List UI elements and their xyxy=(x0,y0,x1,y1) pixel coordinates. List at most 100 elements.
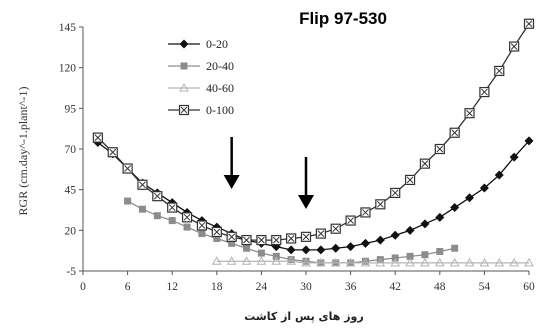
data-point xyxy=(286,245,296,255)
chart-axes: -5 20 45 70 95 120 145 0 6 12 18 24 30 36 42 48 54 60 xyxy=(59,22,535,293)
y-tick-label: 120 xyxy=(59,63,77,75)
data-point xyxy=(346,242,356,252)
y-tick-label: -5 xyxy=(66,266,76,278)
data-point xyxy=(375,235,385,245)
y-tick-label: 145 xyxy=(59,22,77,34)
y-tick-label: 20 xyxy=(65,225,77,237)
data-point xyxy=(449,127,460,138)
legend-item: 0-100 xyxy=(168,103,234,117)
data-point xyxy=(420,257,430,267)
x-tick-label: 48 xyxy=(434,281,446,293)
legend-item: 40-60 xyxy=(168,81,234,95)
x-tick-label: 42 xyxy=(389,281,401,293)
data-point xyxy=(287,256,295,264)
data-point xyxy=(420,219,430,229)
data-point xyxy=(360,207,371,218)
data-point xyxy=(183,223,191,231)
series-layer xyxy=(92,18,535,267)
x-tick-label: 30 xyxy=(300,281,312,293)
x-tick-label: 18 xyxy=(211,281,223,293)
data-point xyxy=(301,257,311,267)
legend-marker xyxy=(179,82,189,92)
x-tick-label: 54 xyxy=(479,281,491,293)
data-point xyxy=(390,230,400,240)
data-point xyxy=(315,228,326,239)
data-point xyxy=(256,256,267,265)
data-point xyxy=(449,257,460,267)
data-point xyxy=(421,251,429,259)
data-point xyxy=(404,174,416,186)
data-point xyxy=(196,220,208,231)
data-point xyxy=(286,233,297,244)
data-point xyxy=(434,257,445,267)
data-point xyxy=(228,239,236,247)
data-point xyxy=(479,257,490,267)
data-point xyxy=(257,249,265,257)
data-point xyxy=(465,193,475,203)
y-tick-label: 70 xyxy=(65,144,77,156)
data-point xyxy=(124,197,132,205)
data-point xyxy=(390,257,401,267)
data-point xyxy=(152,191,163,202)
data-point xyxy=(523,18,535,29)
x-tick-label: 24 xyxy=(256,281,268,293)
legend-label: 20-40 xyxy=(206,59,234,73)
data-point xyxy=(330,257,341,267)
data-point xyxy=(198,230,206,238)
data-point xyxy=(271,234,282,246)
series-line xyxy=(97,23,530,241)
data-point xyxy=(406,252,414,260)
data-point xyxy=(107,147,118,158)
data-point xyxy=(494,170,504,180)
data-point xyxy=(331,243,341,253)
x-tick-label: 0 xyxy=(80,281,86,293)
data-point xyxy=(524,136,534,146)
legend-label: 0-100 xyxy=(206,103,234,117)
data-point xyxy=(509,152,519,162)
data-point xyxy=(405,257,415,267)
data-point xyxy=(213,234,221,242)
data-point xyxy=(122,163,133,174)
data-point xyxy=(464,257,475,267)
data-point xyxy=(316,257,326,267)
x-tick-label: 12 xyxy=(166,281,178,293)
x-axis-label: روز های پس از کاشت xyxy=(244,310,363,323)
data-point xyxy=(450,203,460,213)
data-point xyxy=(226,256,237,265)
data-point xyxy=(494,65,505,77)
x-tick-label: 36 xyxy=(345,281,357,293)
data-point xyxy=(92,132,103,143)
data-point xyxy=(316,245,326,255)
data-point xyxy=(181,212,193,223)
data-point xyxy=(256,234,267,246)
data-point xyxy=(330,223,341,234)
data-point xyxy=(361,257,369,265)
x-tick-label: 60 xyxy=(523,281,535,293)
data-point xyxy=(434,143,445,155)
data-point xyxy=(211,226,222,238)
legend-marker xyxy=(178,104,190,116)
data-point xyxy=(271,256,282,265)
data-point xyxy=(436,247,444,255)
data-point xyxy=(479,86,490,98)
legend-label: 40-60 xyxy=(206,81,234,95)
data-point xyxy=(451,244,459,252)
data-point xyxy=(419,158,431,169)
y-tick-label: 95 xyxy=(65,103,77,115)
data-point xyxy=(405,225,415,235)
data-point xyxy=(509,41,520,52)
series-0-100 xyxy=(92,18,535,246)
chart-legend: 0-20 20-40 40-60 0-100 xyxy=(168,37,234,117)
data-point xyxy=(302,257,310,265)
data-point xyxy=(479,183,489,193)
x-tick-label: 6 xyxy=(125,281,131,293)
data-point xyxy=(241,234,252,246)
y-axis-label: RGR (cm.day^-1.plant^-1) xyxy=(16,87,30,216)
data-point xyxy=(138,205,146,213)
data-point xyxy=(360,238,370,248)
legend-item: 0-20 xyxy=(168,37,228,51)
down-arrow-icon xyxy=(223,137,240,189)
data-point xyxy=(168,217,176,225)
legend-marker xyxy=(180,62,188,70)
legend-marker xyxy=(179,39,189,49)
